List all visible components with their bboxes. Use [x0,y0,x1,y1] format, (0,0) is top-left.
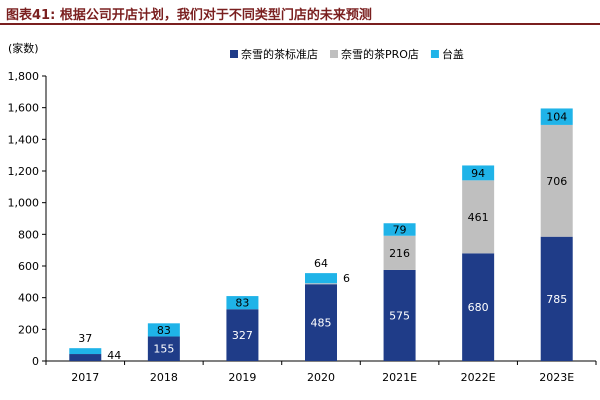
data-label: 83 [157,324,171,337]
data-label: 64 [314,257,328,270]
data-label: 94 [471,167,485,180]
x-tick-label: 2019 [228,371,256,384]
y-tick-label: 1,600 [8,102,40,115]
bar-segment [226,309,259,361]
x-tick-label: 2017 [71,371,99,384]
data-label: 44 [107,349,121,362]
bar-segment [462,180,495,254]
y-tick-label: 800 [18,228,39,241]
bar-segment [69,348,102,355]
x-tick-label: 2018 [150,371,178,384]
legend-swatch [230,50,238,58]
bar-segment [147,323,180,337]
bar-segment [383,223,416,236]
y-tick-label: 400 [18,292,39,305]
legend-label: 奈雪的茶PRO店 [341,47,419,61]
data-label: 6 [343,272,350,285]
bar-segment [462,165,495,181]
y-tick-label: 0 [32,355,39,368]
y-axis-label: (家数) [8,41,39,55]
bar-segment [540,236,573,361]
bar-segment [383,269,416,361]
data-label: 37 [78,332,92,345]
title-underline [0,23,600,25]
y-tick-label: 200 [18,323,39,336]
y-tick-label: 600 [18,260,39,273]
bar-segment [462,253,495,361]
data-label: 155 [153,343,174,356]
data-label: 680 [468,301,489,314]
y-tick-label: 1,800 [8,70,40,83]
data-label: 104 [546,111,567,124]
legend-label: 台盖 [442,47,464,61]
bar-segment [540,108,573,125]
y-tick-label: 1,200 [8,165,40,178]
figure-title: 图表41: 根据公司开店计划，我们对于不同类型门店的未来预测 [6,8,372,23]
x-tick-label: 2022E [461,371,496,384]
bar-segment [226,296,259,310]
bar-segment [305,273,337,284]
data-label: 83 [235,297,249,310]
bar-segment [540,124,573,237]
data-label: 785 [546,293,567,306]
legend-swatch [430,50,439,58]
legend-swatch [330,50,338,58]
data-label: 79 [393,224,407,237]
bar-segment [69,354,102,361]
data-label: 461 [468,211,489,224]
y-tick-label: 1,000 [8,197,40,210]
data-label: 216 [389,247,410,260]
data-label: 327 [232,329,253,342]
y-tick-label: 1,400 [8,133,40,146]
data-label: 575 [389,309,410,322]
bar-segment [147,336,180,361]
x-tick-label: 2023E [539,371,574,384]
bar-segment [305,283,337,285]
data-label: 706 [546,175,567,188]
legend-label: 奈雪的茶标准店 [241,47,318,61]
x-tick-label: 2021E [382,371,417,384]
data-label: 485 [311,317,332,330]
x-tick-label: 2020 [307,371,335,384]
bar-segment [383,235,416,270]
bar-segment [305,284,337,361]
